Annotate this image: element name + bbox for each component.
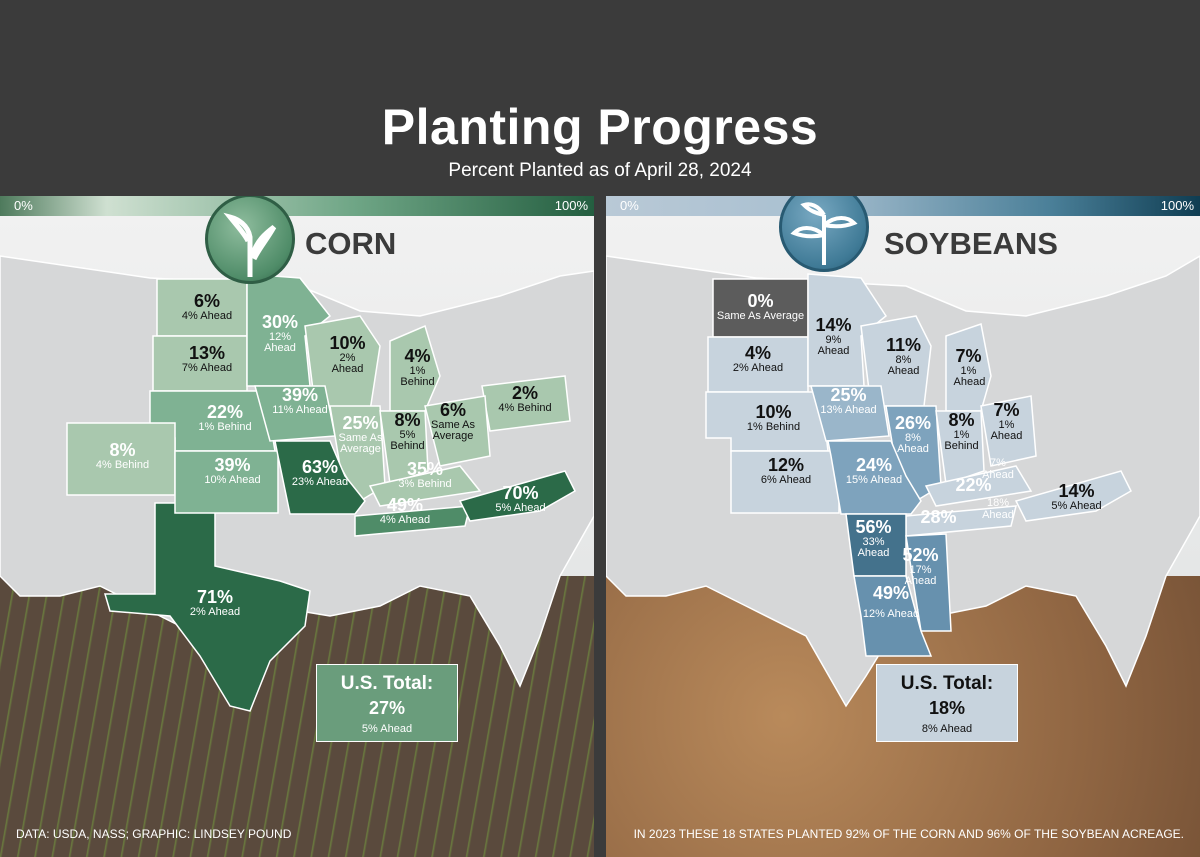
state-label: 4% 2% Ahead [732, 343, 784, 374]
state-label: 8% 4% Behind [95, 440, 150, 471]
state-label: 6% 4% Ahead [181, 291, 233, 322]
state-louisiana [853, 575, 933, 657]
state-label: 13% 7% Ahead [181, 343, 233, 374]
state-ohio [424, 395, 491, 467]
state-label: 26% 8% Ahead [894, 413, 932, 456]
state-label: 35% 3% Behind [398, 459, 452, 490]
panel-divider [594, 196, 606, 857]
state-illinois [329, 405, 386, 503]
state-label: 63% 23% Ahead [291, 457, 349, 488]
scale-min-label: 0% [620, 198, 639, 213]
soybean-sprout-icon [779, 196, 869, 272]
state-label: 7% 1% Ahead [953, 346, 986, 389]
state-label: 22% 18% Ahead [955, 475, 1014, 521]
state-indiana [935, 410, 985, 486]
state-label: 25% Same As Average [338, 413, 383, 456]
state-label: 49% 12% Ahead [862, 583, 920, 620]
state-label: 14% 9% Ahead [815, 315, 852, 358]
state-label: 39% 11% Ahead [272, 385, 328, 416]
state-ohio [980, 395, 1037, 467]
state-label: 71% 2% Ahead [189, 587, 241, 618]
state-label: 11% 8% Ahead [885, 335, 922, 378]
state-label: 14% 5% Ahead [1051, 481, 1102, 512]
corn-map [0, 255, 594, 712]
state-label: 2% 4% Behind [498, 383, 552, 414]
state-label: 0% Same As Average [716, 291, 805, 322]
page-subtitle: Percent Planted as of April 28, 2024 [448, 160, 752, 181]
state-south-dakota [707, 336, 809, 393]
source-credit: DATA: USDA, NASS; GRAPHIC: LINDSEY POUND [16, 827, 292, 841]
state-minnesota [246, 273, 332, 387]
soybean-color-scale: 0% 100% [606, 196, 1200, 216]
state-label: 10% 2% Ahead [329, 333, 366, 376]
state-missouri [827, 440, 922, 515]
state-label: 8% 1% Behind [944, 410, 979, 453]
state-north-carolina [1014, 470, 1132, 522]
corn-panel: 0% 100% CORN 6% 4% Ahead 13% 7% Ahead 30% 1… [0, 196, 594, 857]
soybean-map [606, 255, 1200, 708]
state-label: 7% Ahead [982, 457, 1014, 481]
state-label: 7% 1% Ahead [990, 400, 1023, 443]
page-title: Planting Progress [381, 99, 819, 155]
state-michigan [389, 324, 441, 412]
state-mississippi [905, 533, 952, 632]
scale-min-label: 0% [14, 198, 33, 213]
corn-color-scale: 0% 100% [0, 196, 594, 216]
state-iowa [810, 385, 890, 442]
state-indiana [379, 410, 429, 486]
state-label: 22% 1% Behind [198, 402, 252, 433]
state-label: 49% 4% Ahead [379, 495, 431, 526]
scale-max-label: 100% [554, 198, 588, 213]
header: Planting Progress Percent Planted as of … [0, 0, 1200, 196]
state-kansas [730, 450, 840, 514]
corn-us-total: U.S. Total: 27% 5% Ahead [316, 664, 458, 742]
soybean-panel: 0% 100% SOYBEANS 0% Same As Average 4% 2% … [606, 196, 1200, 857]
state-michigan [945, 323, 992, 412]
state-kentucky [924, 465, 1033, 507]
state-texas [103, 502, 311, 712]
corn-leaf-icon [205, 196, 295, 284]
state-label: 39% 10% Ahead [204, 455, 261, 486]
state-kansas [174, 450, 279, 514]
state-label: 56% 33% Ahead [855, 517, 892, 560]
state-label: 12% 6% Ahead [760, 455, 812, 486]
acreage-footnote: IN 2023 THESE 18 STATES PLANTED 92% OF T… [633, 827, 1184, 841]
state-label: 6% Same As Average [430, 400, 476, 443]
corn-heading: CORN [305, 226, 397, 261]
state-label: 28% [920, 507, 957, 527]
state-label: 30% 12% Ahead [261, 312, 299, 355]
state-missouri [274, 440, 366, 515]
soybean-heading: SOYBEANS [884, 226, 1058, 261]
state-label: 24% 15% Ahead [845, 455, 903, 486]
state-north-dakota [712, 278, 809, 338]
state-label: 70% 5% Ahead [495, 483, 546, 514]
state-label: 25% 13% Ahead [820, 385, 877, 416]
scale-max-label: 100% [1160, 198, 1194, 213]
state-north-carolina [458, 470, 576, 522]
state-label: 52% 17% Ahead [902, 545, 939, 588]
soybean-us-total: U.S. Total: 18% 8% Ahead [876, 664, 1018, 742]
state-tennessee [354, 505, 471, 537]
state-minnesota [807, 273, 888, 387]
state-label: 10% 1% Behind [746, 402, 801, 433]
state-label: 8% 5% Behind [390, 410, 425, 453]
state-label: 4% 1% Behind [400, 346, 435, 389]
state-kentucky [368, 465, 482, 507]
